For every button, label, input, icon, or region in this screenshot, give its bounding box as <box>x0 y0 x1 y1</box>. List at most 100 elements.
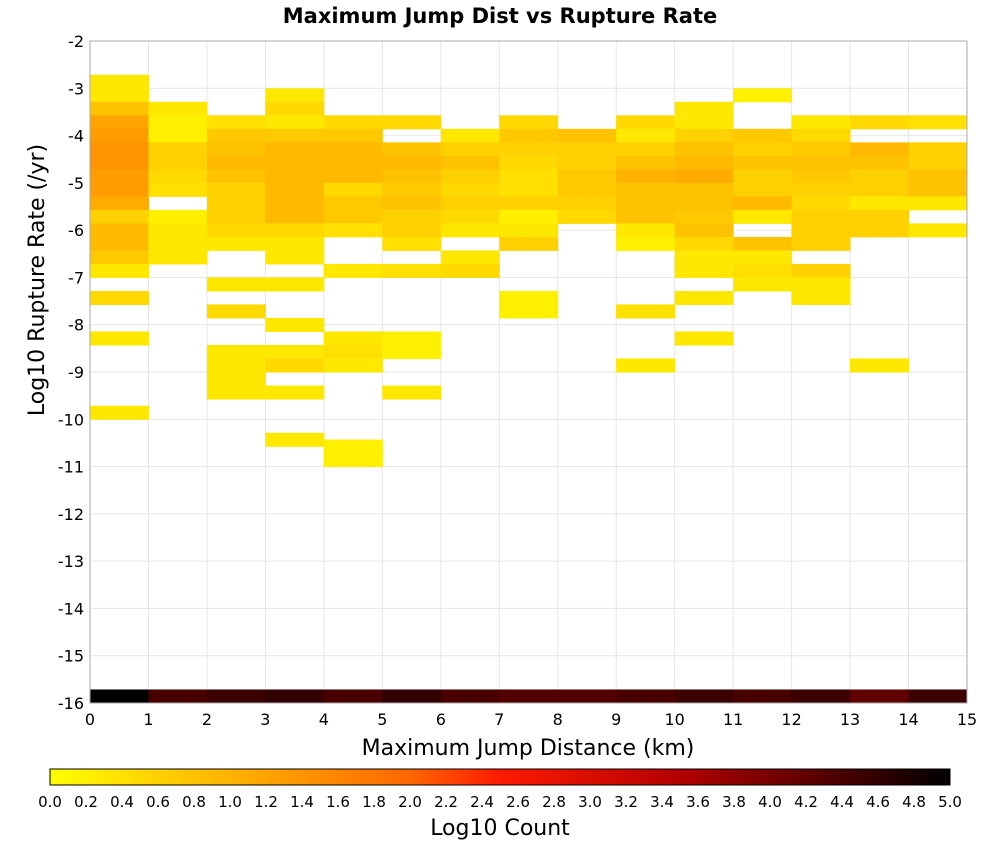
heatmap-cell <box>265 101 325 116</box>
heatmap-cell <box>265 317 325 332</box>
heatmap-cell <box>90 88 149 103</box>
heatmap-cell <box>265 209 325 224</box>
heatmap-cell <box>90 128 149 143</box>
heatmap-cell <box>616 182 676 197</box>
y-tick-label: -5 <box>68 174 84 193</box>
colorbar-tick-label: 3.4 <box>650 793 674 811</box>
y-tick-label: -13 <box>58 552 84 571</box>
heatmap-cell <box>90 290 149 305</box>
heatmap-cell <box>616 689 676 704</box>
heatmap-cell <box>323 128 383 143</box>
heatmap-cell <box>440 250 500 265</box>
heatmap-cell <box>499 209 559 224</box>
heatmap-cell <box>90 101 149 116</box>
heatmap-cell <box>323 689 383 704</box>
heatmap-cell <box>90 689 149 704</box>
heatmap-cell <box>323 155 383 170</box>
heatmap-cell <box>499 169 559 184</box>
colorbar-tick-label: 2.0 <box>398 793 422 811</box>
heatmap-cell <box>674 142 734 157</box>
heatmap-cell <box>265 88 325 103</box>
heatmap-cell <box>791 115 851 130</box>
heatmap-cell <box>148 209 208 224</box>
heatmap-cell <box>90 263 149 278</box>
heatmap-cell <box>323 182 383 197</box>
heatmap-cell <box>148 689 208 704</box>
heatmap-cell <box>265 142 325 157</box>
heatmap-cell <box>440 196 500 211</box>
heatmap-cell <box>557 196 617 211</box>
heatmap-cell <box>382 331 442 346</box>
heatmap-cell <box>206 209 266 224</box>
heatmap-cell <box>206 358 266 373</box>
heatmap-cell <box>616 128 676 143</box>
heatmap-cell <box>90 250 149 265</box>
heatmap-cell <box>791 182 851 197</box>
x-tick-label: 0 <box>85 710 95 729</box>
heatmap-cell <box>206 169 266 184</box>
heatmap-cell <box>733 196 793 211</box>
heatmap-cell <box>382 263 442 278</box>
heatmap-cell <box>733 236 793 251</box>
heatmap-cell <box>265 385 325 400</box>
colorbar <box>49 768 951 786</box>
heatmap-cell <box>733 169 793 184</box>
y-tick-label: -10 <box>58 410 84 429</box>
heatmap-cell <box>148 128 208 143</box>
heatmap-cells <box>90 74 968 704</box>
y-tick-label: -6 <box>68 221 84 240</box>
heatmap-cell <box>616 142 676 157</box>
heatmap-cell <box>499 142 559 157</box>
heatmap-cell <box>323 263 383 278</box>
heatmap-cell <box>323 169 383 184</box>
x-tick-label: 11 <box>723 710 743 729</box>
y-axis-label: Log10 Rupture Rate (/yr) <box>25 144 50 416</box>
heatmap-cell <box>850 142 910 157</box>
heatmap-cell <box>440 209 500 224</box>
y-tick-label: -14 <box>58 599 84 618</box>
heatmap-cell <box>265 236 325 251</box>
heatmap-cell <box>733 88 793 103</box>
heatmap-cell <box>908 155 968 170</box>
heatmap-cell <box>90 182 149 197</box>
heatmap-cell <box>674 209 734 224</box>
heatmap-cell <box>499 223 559 238</box>
colorbar-tick-label: 1.2 <box>254 793 278 811</box>
colorbar-tick-label: 1.0 <box>218 793 242 811</box>
heatmap-cell <box>323 196 383 211</box>
heatmap-cell <box>616 196 676 211</box>
heatmap-cell <box>90 155 149 170</box>
heatmap-cell <box>90 405 149 420</box>
heatmap-cell <box>733 155 793 170</box>
heatmap-cell <box>265 115 325 130</box>
heatmap-cell <box>733 263 793 278</box>
colorbar-tick-label: 0.6 <box>146 793 170 811</box>
heatmap-cell <box>616 115 676 130</box>
heatmap-cell <box>557 142 617 157</box>
heatmap-cell <box>616 358 676 373</box>
heatmap-cell <box>90 196 149 211</box>
heatmap-cell <box>148 182 208 197</box>
heatmap-cell <box>323 209 383 224</box>
y-tick-label: -15 <box>58 647 84 666</box>
heatmap-cell <box>206 385 266 400</box>
heatmap-cell <box>674 169 734 184</box>
heatmap-cell <box>323 115 383 130</box>
heatmap-cell <box>382 115 442 130</box>
x-tick-label: 12 <box>781 710 801 729</box>
heatmap-cell <box>323 142 383 157</box>
x-tick-label: 5 <box>377 710 387 729</box>
heatmap-cell <box>850 169 910 184</box>
colorbar-tick-label: 3.8 <box>722 793 746 811</box>
heatmap-cell <box>616 155 676 170</box>
heatmap-cell <box>616 236 676 251</box>
heatmap-cell <box>733 250 793 265</box>
heatmap-cell <box>499 128 559 143</box>
heatmap-cell <box>674 155 734 170</box>
colorbar-tick-label: 2.6 <box>506 793 530 811</box>
heatmap-cell <box>791 263 851 278</box>
heatmap-cell <box>908 182 968 197</box>
heatmap-cell <box>206 304 266 319</box>
heatmap-cell <box>499 115 559 130</box>
